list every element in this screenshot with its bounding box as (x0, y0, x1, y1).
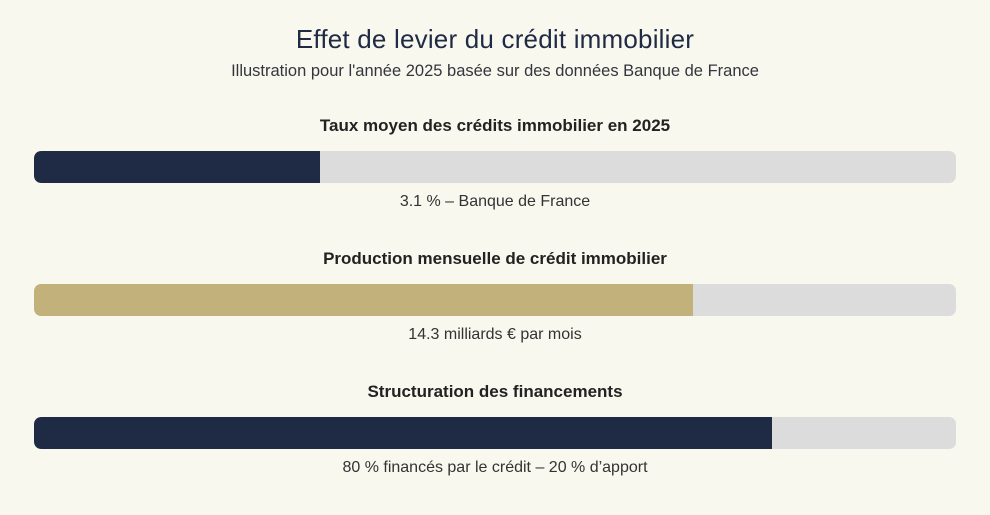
section-heading: Taux moyen des crédits immobilier en 202… (319, 116, 671, 135)
bar-caption: 80 % financés par le crédit – 20 % d’app… (342, 459, 648, 476)
progress-track (34, 284, 956, 316)
bar-section-production-mensuelle: Production mensuelle de crédit immobilie… (34, 249, 956, 344)
progress-fill (34, 417, 772, 449)
page-subtitle: Illustration pour l'année 2025 basée sur… (231, 62, 759, 80)
bar-section-taux-moyen: Taux moyen des crédits immobilier en 202… (34, 116, 956, 211)
progress-track (34, 417, 956, 449)
page-title: Effet de levier du crédit immobilier (295, 24, 695, 54)
bar-section-structuration: Structuration des financements 80 % fina… (34, 382, 956, 477)
section-heading: Production mensuelle de crédit immobilie… (323, 249, 667, 268)
progress-fill (34, 151, 320, 183)
progress-fill (34, 284, 694, 316)
section-heading: Structuration des financements (367, 382, 623, 401)
progress-track (34, 151, 956, 183)
bar-caption: 3.1 % – Banque de France (399, 193, 591, 210)
bar-caption: 14.3 milliards € par mois (408, 326, 582, 343)
